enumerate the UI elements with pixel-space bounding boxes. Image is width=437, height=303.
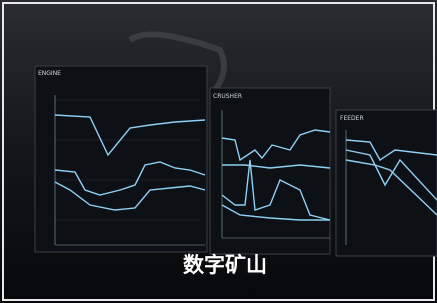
- panel-title: FEEDER: [340, 115, 364, 122]
- screenshot: ENGINE CRUSHER FEEDER 数字矿山: [0, 0, 437, 303]
- feeder-panel: FEEDER: [336, 110, 437, 256]
- panel-title: CRUSHER: [213, 93, 242, 100]
- caption: 数字矿山: [183, 253, 267, 277]
- crusher-panel: CRUSHER: [210, 88, 330, 254]
- engine-panel: ENGINE: [35, 66, 207, 252]
- panel-title: ENGINE: [38, 70, 61, 77]
